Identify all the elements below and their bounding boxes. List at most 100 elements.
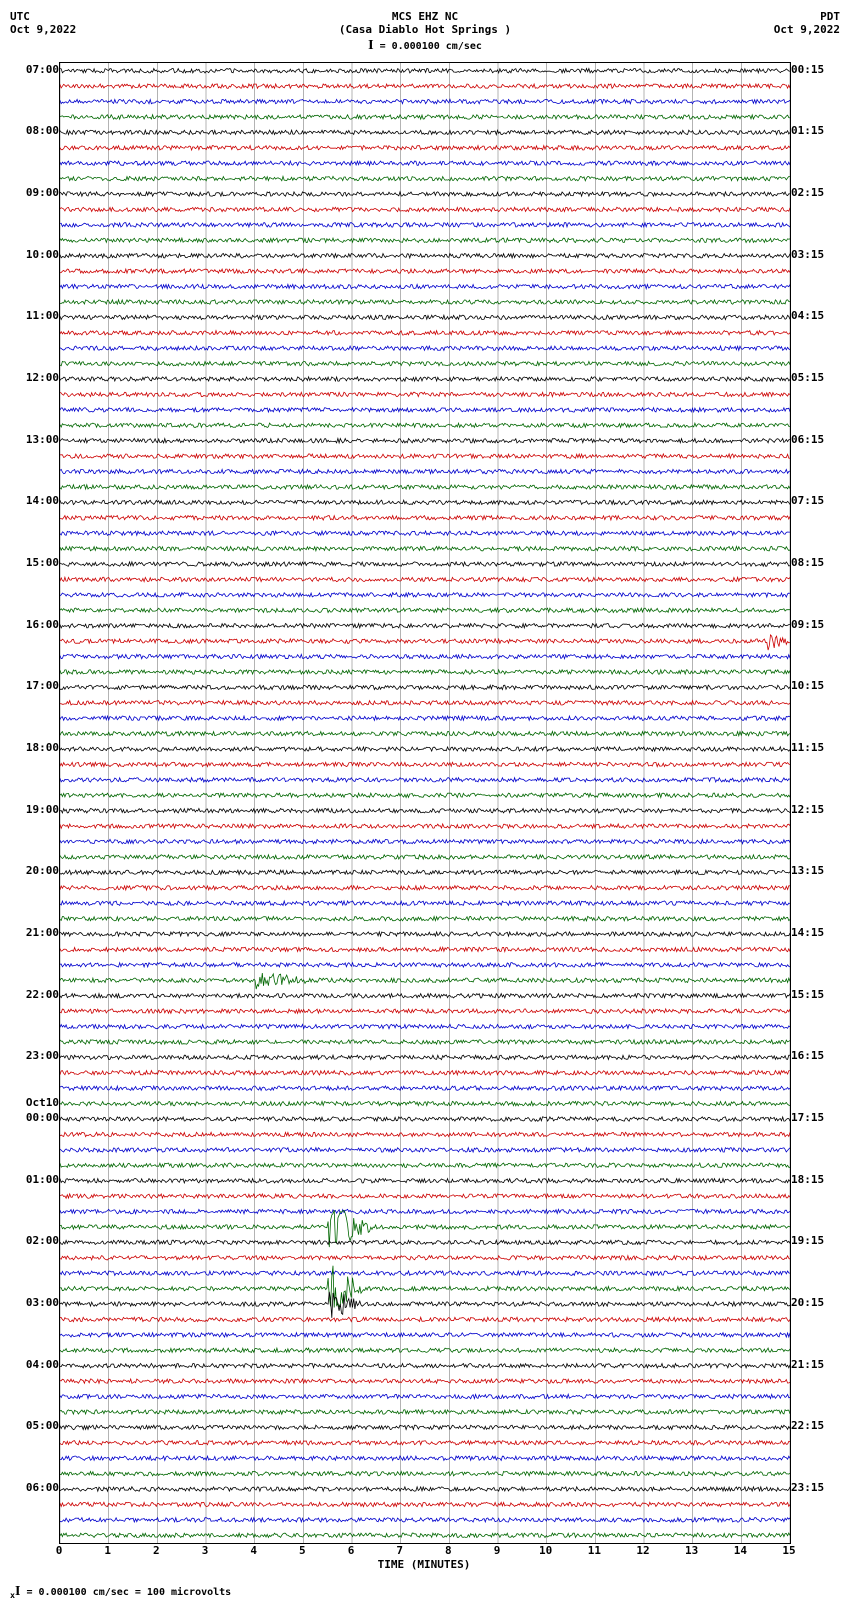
trace-line bbox=[60, 84, 790, 88]
trace-line bbox=[60, 1425, 790, 1429]
trace-line bbox=[60, 1194, 790, 1198]
trace-line bbox=[60, 855, 790, 859]
x-tick-label: 10 bbox=[539, 1544, 552, 1557]
x-tick-label: 7 bbox=[396, 1544, 403, 1557]
right-time-label: 06:15 bbox=[791, 434, 824, 445]
x-tick-label: 13 bbox=[685, 1544, 698, 1557]
trace-line bbox=[60, 1009, 790, 1013]
trace-line bbox=[60, 1487, 790, 1491]
trace-line bbox=[60, 1502, 790, 1506]
trace-line bbox=[60, 238, 790, 242]
right-time-label: 08:15 bbox=[791, 557, 824, 568]
right-time-label: 09:15 bbox=[791, 619, 824, 630]
left-time-label: 17:00 bbox=[26, 680, 59, 691]
right-time-label: 07:15 bbox=[791, 495, 824, 506]
footer-text: = 0.000100 cm/sec = 100 microvolts bbox=[27, 1587, 232, 1598]
location-line: (Casa Diablo Hot Springs ) bbox=[90, 23, 760, 36]
trace-line bbox=[60, 1240, 790, 1244]
trace-line bbox=[60, 973, 790, 989]
left-time-label: 18:00 bbox=[26, 742, 59, 753]
x-axis: TIME (MINUTES) 0123456789101112131415 bbox=[59, 1544, 789, 1574]
tz-right: PDT Oct 9,2022 bbox=[760, 10, 840, 36]
left-time-label: 15:00 bbox=[26, 557, 59, 568]
trace-line bbox=[60, 1040, 790, 1044]
header-row: UTC Oct 9,2022 MCS EHZ NC (Casa Diablo H… bbox=[10, 10, 840, 36]
left-time-label: 04:00 bbox=[26, 1359, 59, 1370]
trace-line bbox=[60, 1024, 790, 1028]
trace-line bbox=[60, 269, 790, 273]
trace-line bbox=[60, 300, 790, 304]
trace-line bbox=[60, 670, 790, 674]
trace-line bbox=[60, 423, 790, 427]
left-time-label: 23:00 bbox=[26, 1050, 59, 1061]
right-time-label: 03:15 bbox=[791, 249, 824, 260]
x-tick-label: 15 bbox=[782, 1544, 795, 1557]
right-time-label: 19:15 bbox=[791, 1235, 824, 1246]
x-tick-label: 6 bbox=[348, 1544, 355, 1557]
right-time-label: 23:15 bbox=[791, 1482, 824, 1493]
trace-line bbox=[60, 1101, 790, 1105]
trace-line bbox=[60, 1256, 790, 1260]
trace-line bbox=[60, 731, 790, 735]
right-time-label: 01:15 bbox=[791, 125, 824, 136]
left-time-label: 03:00 bbox=[26, 1297, 59, 1308]
trace-line bbox=[60, 408, 790, 412]
trace-line bbox=[60, 130, 790, 134]
left-time-label: 02:00 bbox=[26, 1235, 59, 1246]
right-time-label: 00:15 bbox=[791, 64, 824, 75]
trace-line bbox=[60, 392, 790, 396]
x-tick-label: 8 bbox=[445, 1544, 452, 1557]
trace-line bbox=[60, 1132, 790, 1136]
scale-bar-icon: I bbox=[368, 38, 373, 53]
left-time-label: 09:00 bbox=[26, 187, 59, 198]
left-time-label: 13:00 bbox=[26, 434, 59, 445]
trace-line bbox=[60, 994, 790, 998]
trace-line bbox=[60, 1209, 790, 1213]
tz-left-date: Oct 9,2022 bbox=[10, 23, 90, 36]
x-tick-label: 9 bbox=[494, 1544, 501, 1557]
trace-line bbox=[60, 69, 790, 73]
trace-line bbox=[60, 1086, 790, 1090]
left-time-label: 08:00 bbox=[26, 125, 59, 136]
left-time-label: 14:00 bbox=[26, 495, 59, 506]
left-time-label: 05:00 bbox=[26, 1420, 59, 1431]
trace-line bbox=[60, 546, 790, 550]
tz-right-label: PDT bbox=[760, 10, 840, 23]
left-time-label: 16:00 bbox=[26, 619, 59, 630]
right-time-label: 14:15 bbox=[791, 927, 824, 938]
right-time-label: 20:15 bbox=[791, 1297, 824, 1308]
trace-line bbox=[60, 331, 790, 335]
trace-line bbox=[60, 207, 790, 211]
trace-line bbox=[60, 161, 790, 165]
left-time-label: 06:00 bbox=[26, 1482, 59, 1493]
trace-line bbox=[60, 1533, 790, 1537]
left-time-label: 20:00 bbox=[26, 865, 59, 876]
trace-line bbox=[60, 824, 790, 828]
trace-line bbox=[60, 315, 790, 319]
trace-line bbox=[60, 469, 790, 473]
right-time-labels: 00:1501:1502:1503:1504:1505:1506:1507:15… bbox=[791, 62, 840, 1542]
trace-line bbox=[60, 716, 790, 720]
trace-line bbox=[60, 99, 790, 103]
x-tick-label: 4 bbox=[250, 1544, 257, 1557]
left-time-label: 07:00 bbox=[26, 64, 59, 75]
trace-line bbox=[60, 1456, 790, 1460]
trace-line bbox=[60, 762, 790, 766]
tz-left: UTC Oct 9,2022 bbox=[10, 10, 90, 36]
trace-line bbox=[60, 1210, 790, 1247]
trace-line bbox=[60, 377, 790, 381]
trace-line bbox=[60, 1317, 790, 1321]
x-tick-label: 5 bbox=[299, 1544, 306, 1557]
trace-line bbox=[60, 747, 790, 751]
trace-line bbox=[60, 284, 790, 288]
trace-line bbox=[60, 577, 790, 581]
trace-line bbox=[60, 1117, 790, 1121]
right-time-label: 15:15 bbox=[791, 989, 824, 1000]
left-time-label: 22:00 bbox=[26, 989, 59, 1000]
trace-line bbox=[60, 176, 790, 180]
trace-line bbox=[60, 361, 790, 365]
right-time-label: 04:15 bbox=[791, 310, 824, 321]
trace-line bbox=[60, 531, 790, 535]
trace-line bbox=[60, 146, 790, 150]
trace-line bbox=[60, 1055, 790, 1059]
